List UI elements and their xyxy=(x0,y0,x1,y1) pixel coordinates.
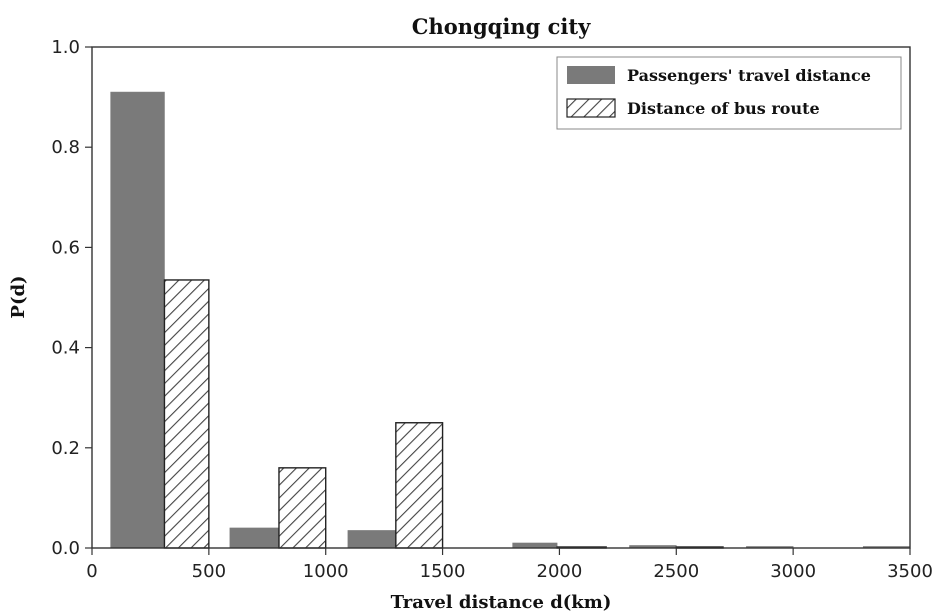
y-tick-label: 0.8 xyxy=(51,137,80,158)
legend-swatch-passengers xyxy=(567,66,615,84)
x-tick-label: 2500 xyxy=(653,561,699,582)
y-tick-label: 0.4 xyxy=(51,338,80,359)
bar-passengers-1 xyxy=(229,527,280,549)
x-tick-label: 3500 xyxy=(887,561,933,582)
chart-title: Chongqing city xyxy=(412,14,591,39)
x-tick-label: 0 xyxy=(86,561,97,582)
bar-bus-route-0 xyxy=(163,279,210,549)
bar-passengers-0 xyxy=(110,91,165,549)
bars-group xyxy=(110,91,911,549)
bar-passengers-2 xyxy=(347,530,397,549)
bar-bus-route-2 xyxy=(395,422,444,549)
x-axis-label: Travel distance d(km) xyxy=(391,592,612,613)
y-axis-ticks: 0.0 0.2 0.4 0.6 0.8 1.0 xyxy=(51,37,92,559)
y-tick-label: 0.0 xyxy=(51,538,80,559)
y-tick-label: 0.2 xyxy=(51,438,80,459)
y-axis-label: P(d) xyxy=(8,275,29,318)
x-tick-label: 3000 xyxy=(770,561,816,582)
legend-label-bus-route: Distance of bus route xyxy=(627,99,820,118)
bar-bus-route-1 xyxy=(278,467,327,549)
y-tick-label: 0.6 xyxy=(51,237,80,258)
plot-frame xyxy=(91,46,911,549)
bar-passengers-3 xyxy=(512,542,558,549)
x-axis-ticks: 0 500 1000 1500 2000 2500 3000 3500 xyxy=(86,548,933,582)
x-tick-label: 1500 xyxy=(420,561,466,582)
legend-label-passengers: Passengers' travel distance xyxy=(627,66,871,85)
legend: Passengers' travel distance Distance of … xyxy=(556,56,902,130)
y-tick-label: 1.0 xyxy=(51,37,80,58)
legend-swatch-bus-route xyxy=(566,98,616,118)
x-tick-label: 500 xyxy=(192,561,226,582)
x-tick-label: 2000 xyxy=(537,561,583,582)
x-tick-label: 1000 xyxy=(303,561,349,582)
